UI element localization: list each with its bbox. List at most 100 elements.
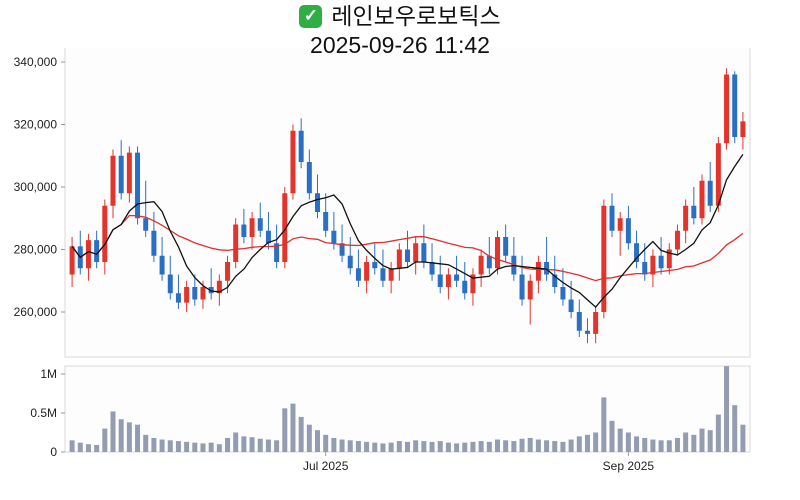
volume-bar bbox=[323, 434, 329, 452]
candle-body bbox=[642, 262, 648, 275]
volume-bar bbox=[94, 444, 100, 452]
volume-bar bbox=[486, 441, 492, 452]
volume-bar bbox=[225, 437, 231, 452]
volume-bar bbox=[650, 439, 656, 452]
candle-body bbox=[740, 121, 746, 137]
candle-body bbox=[429, 262, 435, 275]
volume-bar bbox=[724, 366, 730, 452]
volume-bar bbox=[265, 439, 271, 452]
volume-bar bbox=[69, 440, 75, 452]
candle-body bbox=[380, 268, 386, 281]
volume-bar bbox=[216, 444, 222, 452]
volume-bar bbox=[347, 440, 353, 452]
candle-body bbox=[216, 280, 222, 294]
ma-line-short bbox=[71, 154, 744, 309]
candle-body bbox=[544, 262, 550, 275]
candle-body bbox=[462, 280, 468, 294]
volume-bar bbox=[445, 442, 451, 452]
candle-body bbox=[306, 162, 312, 194]
candle-body bbox=[535, 262, 541, 281]
price-y-axis-label: 340,000 bbox=[14, 55, 58, 69]
candle-body bbox=[454, 274, 460, 281]
candle-body bbox=[192, 287, 198, 300]
candle-body bbox=[478, 255, 484, 275]
volume-pane bbox=[64, 365, 751, 453]
volume-bar bbox=[298, 416, 304, 452]
volume-bar bbox=[609, 420, 615, 452]
volume-bar bbox=[331, 437, 337, 452]
volume-bar bbox=[135, 424, 141, 452]
volume-bar bbox=[355, 441, 361, 452]
candle-body bbox=[674, 230, 680, 250]
candle-body bbox=[666, 249, 672, 269]
volume-bar bbox=[666, 440, 672, 452]
candle-body bbox=[225, 262, 231, 281]
candle-body bbox=[421, 243, 427, 262]
volume-bar bbox=[519, 438, 525, 452]
candle-body bbox=[233, 224, 239, 262]
candle-body bbox=[527, 280, 533, 300]
volume-bar bbox=[625, 432, 631, 452]
price-y-axis-label: 280,000 bbox=[14, 243, 58, 257]
volume-bar bbox=[274, 440, 280, 452]
candle-body bbox=[355, 268, 361, 281]
candle-body bbox=[94, 240, 100, 262]
candle-body bbox=[691, 205, 697, 219]
candle-body bbox=[552, 274, 558, 287]
volume-bar bbox=[208, 442, 214, 452]
volume-bar bbox=[478, 441, 484, 452]
candle-body bbox=[584, 330, 590, 334]
candle-body bbox=[69, 246, 75, 275]
volume-bar bbox=[233, 432, 239, 452]
volume-bar bbox=[282, 408, 288, 452]
price-y-axis-label: 320,000 bbox=[14, 118, 58, 132]
volume-bar bbox=[503, 440, 509, 452]
candle-body bbox=[519, 274, 525, 300]
candle-body bbox=[634, 243, 640, 262]
volume-bar bbox=[405, 441, 410, 452]
candle-body bbox=[650, 255, 656, 275]
volume-bar bbox=[691, 434, 697, 452]
volume-bar bbox=[683, 432, 689, 452]
candle-body bbox=[151, 230, 157, 256]
candle-body bbox=[249, 218, 255, 237]
volume-bar bbox=[184, 441, 190, 452]
volume-bar bbox=[740, 424, 746, 452]
volume-bar bbox=[699, 428, 705, 452]
candle-body bbox=[364, 262, 370, 281]
candle-body bbox=[470, 274, 476, 294]
volume-bar bbox=[462, 442, 468, 452]
candle-body bbox=[609, 205, 615, 231]
candle-body bbox=[503, 237, 509, 256]
candle-body bbox=[339, 243, 345, 256]
price-y-axis-label: 300,000 bbox=[14, 180, 58, 194]
volume-bar bbox=[560, 441, 566, 452]
volume-y-axis-label: 1M bbox=[40, 367, 57, 381]
volume-bar bbox=[421, 441, 427, 452]
candle-body bbox=[699, 180, 705, 219]
candle-body bbox=[282, 193, 288, 262]
candle-body bbox=[118, 155, 124, 194]
x-axis-label: Sep 2025 bbox=[603, 459, 655, 473]
volume-bar bbox=[241, 436, 247, 452]
candle-body bbox=[576, 312, 582, 331]
candle-body bbox=[683, 205, 689, 231]
candle-body bbox=[707, 180, 713, 206]
volume-y-axis-label: 0.5M bbox=[30, 406, 57, 420]
candle-body bbox=[396, 249, 402, 269]
volume-bar bbox=[249, 437, 255, 452]
candle-body bbox=[601, 205, 607, 312]
candle-body bbox=[347, 255, 353, 269]
candle-body bbox=[208, 287, 214, 294]
volume-bar bbox=[674, 437, 680, 452]
candle-body bbox=[331, 230, 337, 244]
volume-bar bbox=[568, 439, 574, 452]
volume-bar bbox=[658, 440, 664, 452]
volume-bar bbox=[437, 441, 443, 452]
candle-body bbox=[315, 193, 321, 212]
volume-bar bbox=[429, 441, 435, 452]
candle-body bbox=[625, 218, 631, 244]
volume-bar bbox=[454, 443, 460, 452]
